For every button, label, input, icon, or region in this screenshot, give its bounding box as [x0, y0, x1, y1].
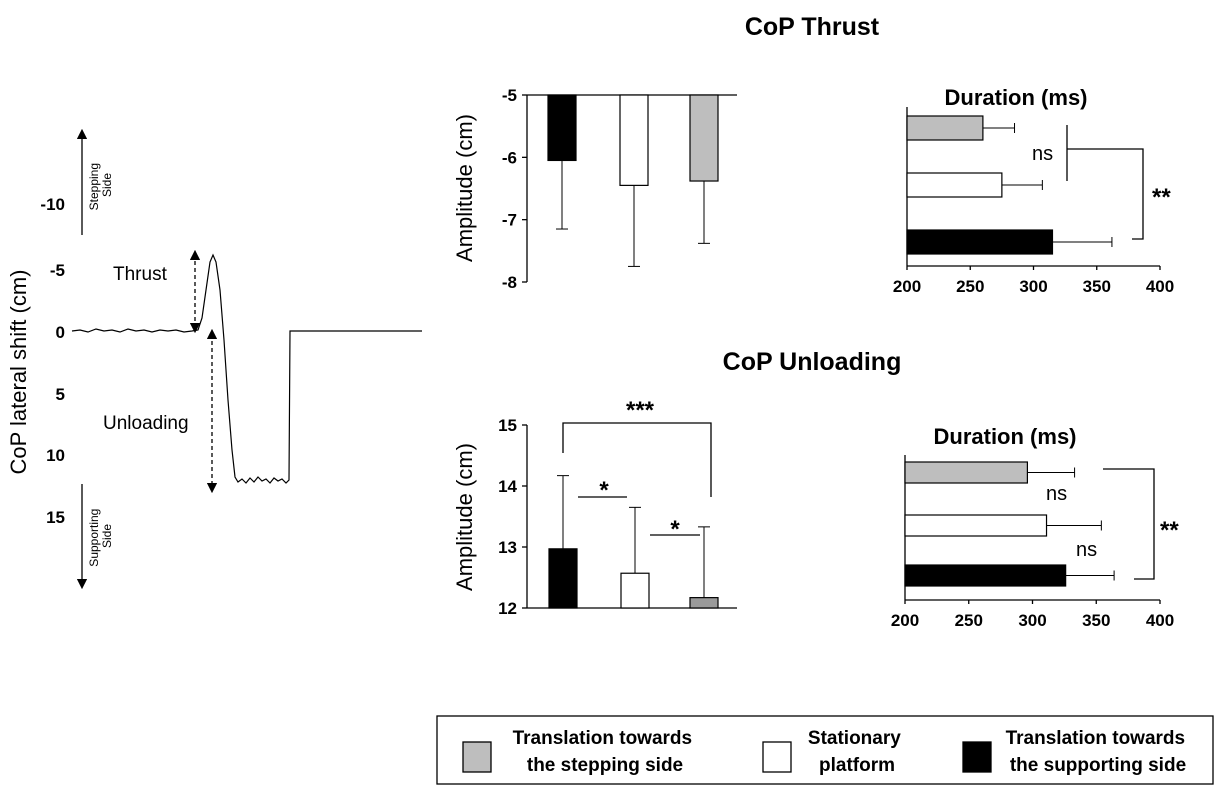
- thrust-sig-bracket: [1067, 148, 1144, 240]
- unloading-duration-bar-white: [904, 514, 1048, 537]
- unloading-amplitude-ytick-label: 12: [498, 599, 517, 618]
- thrust-duration-xtick-label: 200: [893, 277, 921, 296]
- unloading-outer-bracket: [562, 422, 712, 497]
- trace-tick: -10: [40, 195, 65, 214]
- trace-ylabel: CoP lateral shift (cm): [6, 270, 31, 475]
- unloading-left-sig: *: [599, 477, 609, 504]
- thrust-duration-bar-gray: [906, 115, 984, 141]
- thrust-duration-xtick-label: 350: [1083, 277, 1111, 296]
- legend-label-gray: Translation towards the stepping side: [513, 728, 698, 776]
- unloading-duration-bar-black: [904, 564, 1067, 587]
- unloading-amplitude-bar-white: [620, 572, 650, 609]
- unloading-duration-xtick-label: 300: [1018, 611, 1046, 630]
- thrust-duration-bars: [906, 107, 1160, 267]
- stepping-side-label: Stepping Side: [87, 160, 114, 211]
- unloading-amplitude-ylabel: Amplitude (cm): [452, 443, 477, 591]
- unloading-amplitude-bars: [526, 425, 737, 609]
- supporting-side-label: Supporting Side: [87, 505, 114, 566]
- thrust-amplitude-bars: [526, 94, 737, 282]
- thrust-amplitude-bar-black: [547, 94, 577, 162]
- thrust-duration-xtick-label: 400: [1146, 277, 1174, 296]
- thrust-sig-label: **: [1152, 184, 1171, 211]
- unloading-title: CoP Unloading: [723, 348, 902, 376]
- trace-tick: 0: [56, 323, 65, 342]
- unloading-duration-bar-gray: [904, 461, 1029, 484]
- trace-panel: CoP lateral shift (cm) -10 -5 0 5 10 15 …: [6, 128, 422, 590]
- unloading-amplitude-ytick-label: 13: [498, 538, 517, 557]
- thrust-amplitude-ylabel: Amplitude (cm): [452, 114, 477, 262]
- thrust-amplitude-ytick-label: -5: [502, 86, 517, 105]
- thrust-amplitude-yticks: -5 -6 -7 -8: [502, 86, 527, 292]
- unloading-amplitude-panel: Amplitude (cm) 15 14 13 12 *** * *: [452, 397, 737, 618]
- unloading-amplitude-bar-gray: [689, 597, 719, 609]
- thrust-amplitude-ytick-label: -8: [502, 273, 517, 292]
- thrust-duration-xtick-label: 300: [1019, 277, 1047, 296]
- trace-tick: 15: [46, 508, 65, 527]
- thrust-duration-xticks: 200 250 300 350 400: [893, 266, 1174, 296]
- legend-box: [436, 715, 1214, 785]
- trace-yticks: -10 -5 0 5 10 15: [40, 195, 65, 527]
- unloading-duration-xtick-label: 400: [1146, 611, 1174, 630]
- thrust-duration-xtick-label: 250: [956, 277, 984, 296]
- thrust-label: Thrust: [113, 264, 168, 285]
- legend: Translation towards the stepping side St…: [436, 715, 1214, 785]
- thrust-amplitude-bar-white: [619, 94, 649, 186]
- thrust-duration-bar-black: [906, 229, 1054, 255]
- unloading-sig-bracket: [1103, 468, 1155, 580]
- unloading-duration-xtick-label: 250: [955, 611, 983, 630]
- trace-tick: 5: [56, 385, 65, 404]
- thrust-duration-panel: Duration (ms) 200 250 300 350 400 ns **: [893, 85, 1174, 296]
- unloading-amplitude-ytick-label: 15: [498, 416, 517, 435]
- thrust-duration-title: Duration (ms): [945, 85, 1088, 110]
- unloading-duration-xticks: 200 250 300 350 400: [891, 600, 1174, 630]
- thrust-amplitude-ytick-label: -6: [502, 148, 517, 167]
- unloading-label: Unloading: [103, 413, 189, 434]
- unloading-amplitude-bar-black: [548, 548, 578, 609]
- unloading-ns-bottom: ns: [1076, 539, 1097, 561]
- unloading-duration-title: Duration (ms): [934, 424, 1077, 449]
- trace-tick: -5: [50, 261, 65, 280]
- unloading-ns-top: ns: [1046, 483, 1067, 505]
- cop-trace-line: [71, 253, 422, 484]
- legend-swatch-white: [762, 741, 792, 773]
- thrust-title: CoP Thrust: [745, 13, 880, 41]
- unloading-duration-xtick-label: 200: [891, 611, 919, 630]
- unloading-amplitude-yticks: 15 14 13 12: [498, 416, 527, 618]
- thrust-amplitude-bar-gray: [689, 94, 719, 182]
- unloading-duration-xtick-label: 350: [1082, 611, 1110, 630]
- unloading-duration-bars: [904, 455, 1160, 601]
- thrust-amplitude-ytick-label: -7: [502, 211, 517, 230]
- unloading-right-sig: *: [670, 516, 680, 543]
- unloading-sig-label: **: [1160, 517, 1179, 544]
- thrust-duration-bar-white: [906, 172, 1003, 198]
- trace-tick: 10: [46, 446, 65, 465]
- unloading-amplitude-ytick-label: 14: [498, 477, 517, 496]
- legend-swatch-gray: [462, 741, 492, 773]
- legend-label-black: Translation towards the supporting side: [1006, 728, 1191, 776]
- thrust-amplitude-panel: Amplitude (cm) -5 -6 -7 -8: [452, 86, 737, 292]
- unloading-outer-sig: ***: [626, 397, 655, 424]
- legend-label-white: Stationary platform: [808, 728, 906, 776]
- legend-swatch-black: [962, 741, 992, 773]
- unloading-duration-panel: Duration (ms) 200 250 300 350 400 ns ns **: [891, 424, 1180, 630]
- thrust-ns-label: ns: [1032, 143, 1053, 165]
